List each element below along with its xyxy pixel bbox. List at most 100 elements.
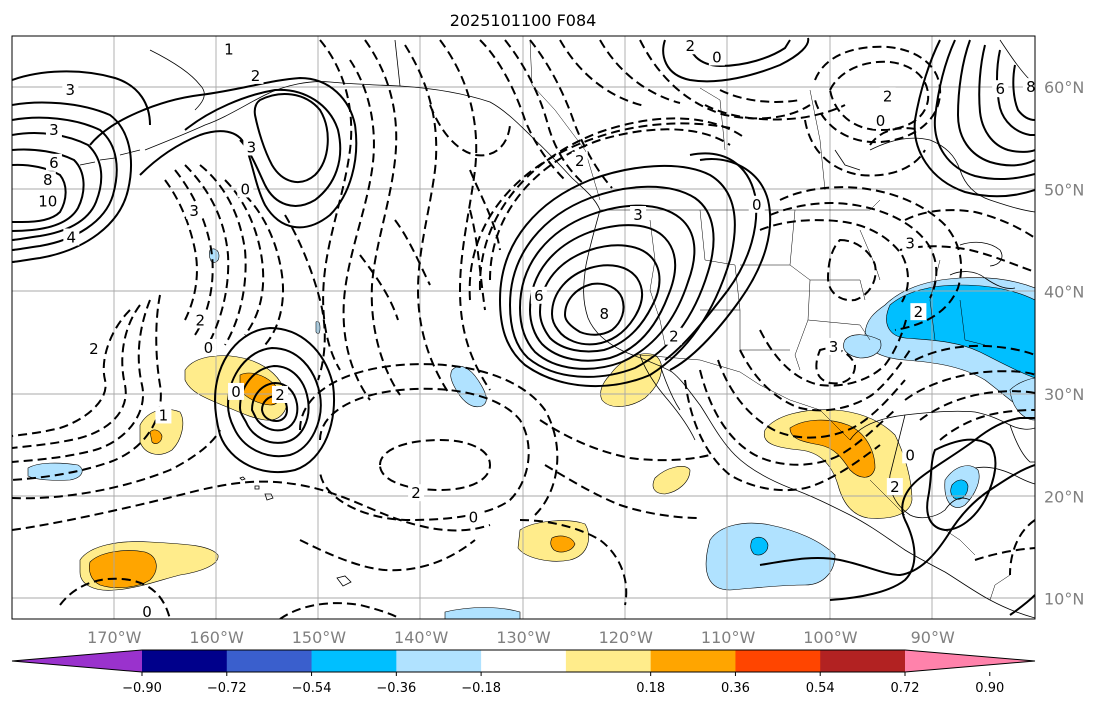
contour-label-bg	[682, 37, 699, 55]
contour-label: 0	[712, 48, 722, 66]
contour-label-bg	[530, 286, 547, 304]
contour-label-bg	[1022, 78, 1035, 96]
lon-label: 150°W	[292, 628, 347, 647]
contour-label: 6	[534, 287, 544, 305]
contour-label-bg	[228, 382, 245, 400]
contour-label: 2	[914, 303, 924, 321]
contour-label: 3	[633, 206, 643, 224]
colorbar-extend-min	[12, 650, 142, 672]
colorbar-extend-max	[905, 650, 1035, 672]
contour-label-bg	[596, 305, 613, 323]
contour-label-bg	[45, 121, 62, 139]
contour-label: 10	[38, 193, 57, 211]
contour-label: 3	[247, 138, 257, 156]
contour-label: 0	[231, 383, 241, 401]
contour-label-bg	[139, 602, 156, 619]
contour-label-bg	[879, 87, 896, 105]
contours-dashed	[12, 39, 1035, 619]
contour-label: 2	[685, 37, 695, 55]
lat-label: 20°N	[1044, 487, 1084, 506]
contour-label: 3	[905, 235, 915, 253]
lat-label: 50°N	[1044, 180, 1084, 199]
contour-label: 2	[575, 152, 585, 170]
contour-label: 2	[195, 311, 205, 329]
colorbar-tick-label: 0.72	[891, 681, 920, 696]
lon-label: 100°W	[803, 628, 858, 647]
colorbar-tick-label: −0.72	[207, 681, 247, 696]
colorbar-segment	[142, 650, 228, 672]
contour-label-bg	[62, 81, 79, 99]
contour-label-bg	[39, 171, 56, 189]
contour-label-bg	[408, 484, 425, 502]
contour-label-bg	[708, 48, 725, 66]
contour-label: 1	[224, 40, 234, 58]
contour-label-bg	[35, 192, 60, 210]
colorbar-segment	[735, 650, 821, 672]
contour-label-bg	[902, 446, 919, 464]
map-frame	[11, 35, 1036, 620]
lat-label: 30°N	[1044, 385, 1084, 404]
colorbar-tick-label: −0.54	[292, 681, 332, 696]
contour-label: 0	[142, 603, 152, 621]
contour-label: 2	[275, 386, 285, 404]
contour-label: 0	[752, 196, 762, 214]
colorbar-segment	[226, 650, 313, 672]
colorbar-tick-label: 0.90	[975, 681, 1004, 696]
map-title: 2025101100 F084	[450, 11, 597, 30]
contour-label-bg	[247, 66, 264, 84]
lon-label: 110°W	[701, 628, 756, 647]
contour-label-bg	[63, 228, 80, 246]
contour-label-bg	[992, 80, 1009, 98]
contour-label-bg	[85, 339, 102, 357]
contour-label: 3	[66, 81, 76, 99]
colorbar-segments	[11, 649, 1036, 673]
lon-label: 140°W	[394, 628, 449, 647]
shade-negative-east-pacific	[705, 522, 836, 591]
contour-label-bg	[872, 111, 889, 129]
contour-label-bg	[45, 153, 62, 171]
lon-label: 120°W	[599, 628, 654, 647]
colorbar-tick-label: 0.36	[721, 681, 750, 696]
contour-label-bg	[902, 234, 919, 252]
colorbar-tick-label: 0.18	[636, 681, 665, 696]
contour-label-bg	[237, 180, 254, 198]
lon-label: 160°W	[189, 628, 244, 647]
contour-label-bg	[272, 386, 289, 404]
contour-label: 3	[189, 202, 199, 220]
colorbar-segment	[396, 650, 482, 672]
contour-label: 2	[89, 340, 99, 358]
contour-label-bg	[192, 311, 209, 329]
lat-label: 10°N	[1044, 590, 1084, 609]
contour-label: 2	[883, 87, 893, 105]
contour-label-bg	[825, 337, 842, 355]
contour-label: 3	[829, 338, 839, 356]
contour-label: 2	[669, 328, 679, 346]
longitude-labels: 170°W 160°W 150°W 140°W 130°W 120°W 110°W 100°W…	[87, 628, 955, 647]
contour-label: 3	[49, 121, 59, 139]
colorbar-segment	[820, 650, 906, 672]
contour-label: 1	[159, 406, 169, 424]
colorbar-tick-label: −0.36	[376, 681, 416, 696]
contour-label: 0	[876, 112, 886, 130]
contour-label-bg	[243, 138, 260, 156]
contour-label: 0	[204, 339, 214, 357]
contour-label: 2	[251, 67, 261, 85]
shade-positive-baja	[600, 353, 662, 407]
contour-label: 8	[1026, 78, 1036, 96]
contour-label-bg	[910, 303, 927, 321]
lon-label: 130°W	[496, 628, 551, 647]
colorbar-tick-label: −0.90	[122, 681, 162, 696]
contour-label-bg	[886, 478, 903, 496]
contour-label: 0	[905, 446, 915, 464]
contour-label: 8	[600, 305, 610, 323]
contour-label-bg	[465, 508, 482, 526]
contour-label-bg	[571, 151, 588, 169]
colorbar-segment	[481, 650, 567, 672]
contour-label-bg	[665, 327, 682, 345]
contours-positive	[12, 37, 1035, 616]
latitude-labels: 60°N 50°N 40°N 30°N 20°N 10°N	[1044, 78, 1084, 608]
contour-label-bg	[186, 201, 203, 219]
